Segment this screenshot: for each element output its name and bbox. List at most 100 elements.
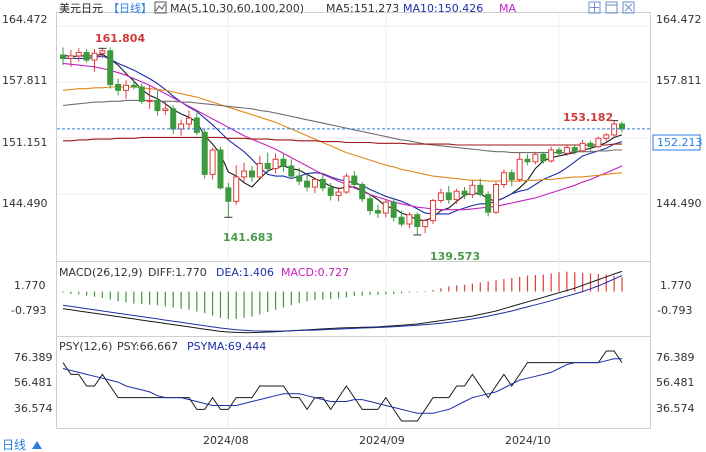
candle-5 (99, 48, 106, 59)
ma10-value: MA10:150.426 (403, 2, 483, 15)
candle-7 (115, 78, 122, 96)
psy-tick-left-2: 36.574 (14, 402, 53, 415)
candle-19 (209, 147, 216, 180)
candle-26 (264, 152, 271, 173)
candles (60, 47, 625, 236)
price-tick-left-0: 164.472 (2, 13, 48, 26)
candle-18 (201, 129, 208, 179)
candle-body (485, 194, 492, 213)
candle-body (382, 201, 389, 214)
candle-body (296, 175, 303, 182)
candle-body (319, 178, 326, 189)
macd-series (62, 270, 623, 334)
candle-47 (430, 198, 437, 225)
symbol-label: 美元日元 (59, 2, 103, 15)
candle-46 (422, 218, 429, 234)
candle-body (122, 84, 129, 91)
candle-53 (477, 178, 484, 197)
annotation-low-139573: 139.573 (430, 250, 480, 263)
macd-tick-left-0: 1.770 (14, 279, 46, 292)
candle-body (516, 158, 523, 180)
candle-0 (60, 47, 66, 66)
candle-body (500, 172, 507, 185)
candle-body (619, 123, 625, 130)
x-label-2024-09: 2024/09 (359, 434, 405, 447)
current-price-value: 152.213 (657, 136, 703, 149)
candle-49 (445, 186, 452, 204)
macd-tick-left-1: -0.793 (11, 304, 46, 317)
candle-23 (241, 162, 248, 183)
x-label-2024-10: 2024/10 (505, 434, 551, 447)
candle-29 (288, 159, 295, 180)
period-label[interactable]: 【日线】 (108, 1, 152, 15)
candle-body (225, 187, 232, 202)
plus-grid-icon[interactable] (588, 1, 601, 14)
candle-16 (185, 110, 192, 130)
candle-24 (248, 166, 255, 182)
window-icon[interactable] (605, 1, 618, 14)
ma-line-ma10 (63, 55, 623, 215)
candle-68 (595, 136, 602, 149)
candle-body (461, 190, 468, 196)
candle-65 (571, 144, 578, 155)
candle-50 (453, 188, 460, 204)
candle-61 (540, 151, 547, 164)
candle-body (146, 99, 153, 102)
candle-body (367, 198, 374, 212)
candle-32 (311, 177, 318, 193)
candle-body (445, 192, 452, 201)
candle-body (398, 216, 405, 225)
candle-body (178, 123, 185, 130)
psyma-value: PSYMA:69.444 (187, 340, 266, 353)
candle-body (374, 210, 381, 214)
close-icon[interactable] (622, 1, 635, 14)
period-tab[interactable]: 日线 (2, 438, 26, 452)
candle-11 (146, 85, 153, 109)
psy-label: PSY(12,6) (59, 340, 112, 353)
candle-60 (532, 151, 539, 165)
candle-body (587, 142, 594, 148)
macd-label: MACD(26,12,9) (59, 266, 143, 279)
candle-9 (130, 77, 137, 90)
candle-body (571, 147, 578, 152)
candle-body (556, 149, 563, 154)
candle-54 (485, 191, 492, 217)
candle-body (611, 123, 618, 136)
candle-39 (367, 194, 374, 215)
candle-body (280, 158, 287, 167)
candle-body (60, 54, 66, 59)
candle-body (493, 183, 500, 213)
macd-dea-line (62, 275, 623, 332)
candle-body (437, 192, 444, 201)
candle-35 (335, 187, 342, 202)
candle-34 (327, 182, 334, 201)
current-price-tag (652, 134, 701, 151)
psy-panel-frame (56, 336, 651, 429)
grid-lines (57, 13, 650, 428)
candle-body (170, 108, 177, 130)
candle-body (288, 165, 295, 177)
candle-59 (524, 154, 531, 166)
candle-41 (382, 198, 389, 218)
candle-12 (154, 90, 161, 116)
candle-71 (619, 121, 625, 133)
candle-body (532, 153, 539, 163)
triangle-up-icon[interactable] (32, 441, 42, 449)
candle-17 (193, 113, 200, 135)
candle-body (233, 176, 240, 202)
price-tick-left-1: 157.811 (2, 74, 48, 87)
candle-body (256, 162, 263, 178)
macd-tick-right-0: 1.770 (660, 279, 692, 292)
ma-setting-icon[interactable] (154, 1, 167, 14)
candle-body (524, 158, 531, 163)
candle-28 (280, 154, 287, 172)
candle-body (414, 214, 421, 228)
candle-body (107, 50, 114, 85)
candle-body (99, 50, 106, 54)
candle-body (83, 52, 90, 61)
candle-10 (138, 83, 145, 104)
candle-body (130, 84, 137, 88)
psy-tick-right-1: 56.481 (656, 376, 695, 389)
candle-2 (75, 48, 82, 62)
psy-tick-left-1: 56.481 (14, 376, 53, 389)
